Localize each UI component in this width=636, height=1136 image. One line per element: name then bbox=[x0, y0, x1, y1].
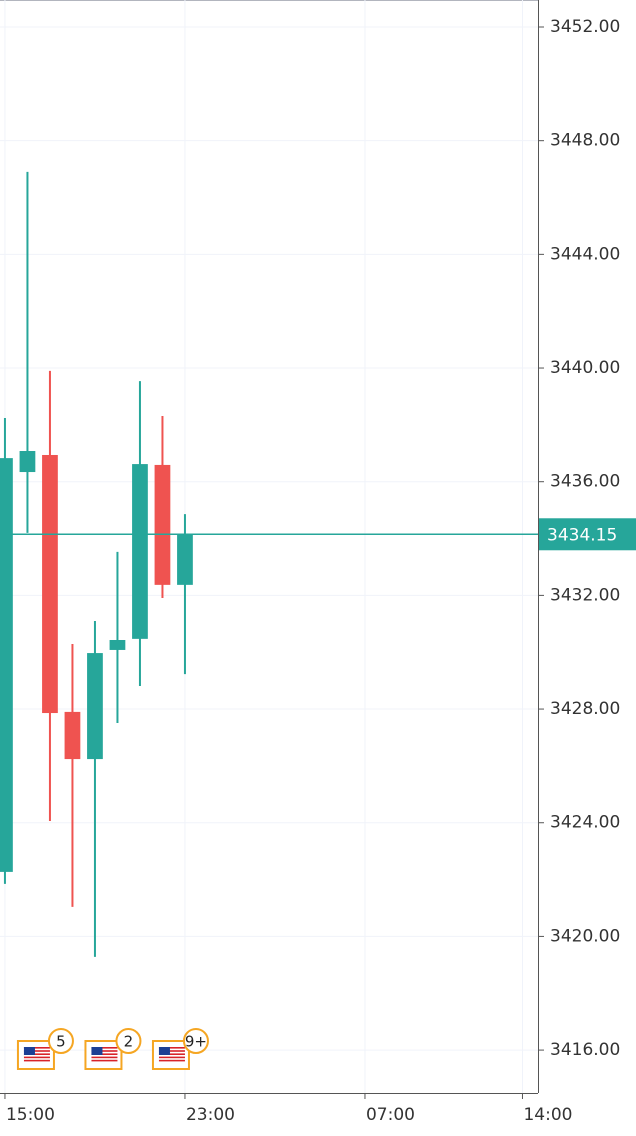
flag-stripe bbox=[158, 1059, 185, 1062]
flag-stripe bbox=[91, 1050, 118, 1052]
flag-stripe bbox=[91, 1047, 118, 1049]
badge-count: 5 bbox=[56, 1033, 66, 1051]
last-price-box bbox=[539, 518, 636, 551]
candle-body bbox=[177, 534, 193, 585]
last-price-label: 3434.15 bbox=[547, 525, 617, 545]
y-tick-label: 3440.00 bbox=[550, 358, 620, 378]
candle-body bbox=[154, 464, 171, 585]
x-tick-label: 23:00 bbox=[186, 1105, 235, 1125]
flag-canton bbox=[23, 1047, 35, 1055]
event-badge: 5 bbox=[16, 1028, 74, 1070]
flag-stripe bbox=[23, 1047, 50, 1049]
y-tick-label: 3420.00 bbox=[550, 926, 620, 946]
flag-canton bbox=[91, 1047, 103, 1055]
y-tick-label: 3432.00 bbox=[550, 585, 620, 605]
y-tick-label: 3448.00 bbox=[550, 131, 620, 151]
x-tick-label: 07:00 bbox=[366, 1105, 415, 1125]
candle-body bbox=[64, 711, 81, 760]
y-tick-label: 3416.00 bbox=[550, 1040, 620, 1060]
candle-body bbox=[109, 639, 126, 650]
badge-circle bbox=[47, 1028, 74, 1054]
flag-stripe bbox=[23, 1059, 50, 1062]
y-tick-label: 3444.00 bbox=[550, 244, 620, 264]
candle-body bbox=[42, 454, 58, 714]
flag-stripe bbox=[23, 1053, 50, 1055]
y-tick-label: 3424.00 bbox=[550, 813, 620, 833]
badge-count: 9+ bbox=[185, 1033, 207, 1051]
flag-stripe bbox=[158, 1047, 185, 1049]
badge-circle bbox=[182, 1028, 209, 1054]
flag-stripe bbox=[158, 1050, 185, 1052]
plot bbox=[0, 171, 193, 957]
flag-canton bbox=[158, 1047, 170, 1055]
candle-body bbox=[87, 653, 103, 760]
flag-stripe bbox=[91, 1053, 118, 1055]
candle-body bbox=[19, 451, 36, 473]
event-badge: 2 bbox=[84, 1028, 142, 1070]
y-tick-label: 3452.00 bbox=[550, 17, 620, 37]
candle-body bbox=[132, 464, 148, 639]
badge-circle bbox=[115, 1028, 142, 1054]
flag-stripe bbox=[91, 1056, 118, 1059]
x-tick-label: 14:00 bbox=[523, 1105, 572, 1125]
flag-stripe bbox=[158, 1056, 185, 1059]
y-tick-label: 3436.00 bbox=[550, 472, 620, 492]
flag-stripe bbox=[23, 1050, 50, 1052]
badge-count: 2 bbox=[124, 1033, 134, 1051]
y-tick-label: 3428.00 bbox=[550, 699, 620, 719]
flag-stripe bbox=[158, 1053, 185, 1055]
x-tick-label: 15:00 bbox=[6, 1105, 55, 1125]
candle-body bbox=[0, 458, 13, 872]
flag-stripe bbox=[23, 1056, 50, 1059]
event-badge: 9+ bbox=[151, 1028, 209, 1070]
flag-stripe bbox=[91, 1059, 118, 1062]
